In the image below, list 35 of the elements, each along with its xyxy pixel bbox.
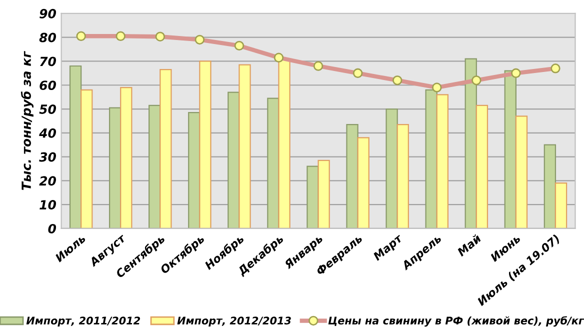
- y-tick-label: 80: [39, 32, 56, 42]
- bar: [199, 60, 212, 228]
- bar: [515, 116, 528, 228]
- bar: [357, 137, 370, 228]
- bar: [425, 89, 438, 228]
- bar: [120, 86, 132, 228]
- bar: [476, 104, 488, 228]
- bar: [396, 124, 409, 228]
- bar: [108, 107, 122, 228]
- bar: [228, 92, 240, 228]
- bar: [80, 89, 93, 228]
- y-tick-label: 50: [39, 104, 56, 114]
- y-tick-label: 20: [39, 176, 56, 186]
- bar: [554, 182, 568, 228]
- y-tick-label: 60: [40, 80, 56, 90]
- bar: [69, 65, 82, 228]
- bar: [346, 124, 358, 228]
- bar: [188, 112, 200, 228]
- legend-label: Импорт, 2012/2013: [177, 316, 291, 327]
- bar: [238, 64, 251, 228]
- y-tick-label: 40: [39, 128, 56, 138]
- bar: [160, 69, 172, 228]
- bar: [544, 144, 556, 228]
- y-tick-label: 10: [40, 200, 56, 210]
- y-tick-label: 30: [39, 152, 56, 162]
- bar: [318, 160, 330, 228]
- bar: [386, 108, 398, 228]
- y-tick-label: 90: [40, 8, 56, 18]
- bar: [267, 98, 280, 228]
- legend-label: Цены на свинину в РФ (живой вес), руб/кг: [328, 316, 584, 327]
- y-axis-title: Тыс. тонн/руб за кг: [20, 51, 34, 190]
- y-tick-label: 70: [40, 56, 56, 66]
- bar: [148, 104, 161, 228]
- y-tick-label: 0: [48, 224, 56, 234]
- legend-label: Импорт, 2011/2012: [26, 316, 140, 327]
